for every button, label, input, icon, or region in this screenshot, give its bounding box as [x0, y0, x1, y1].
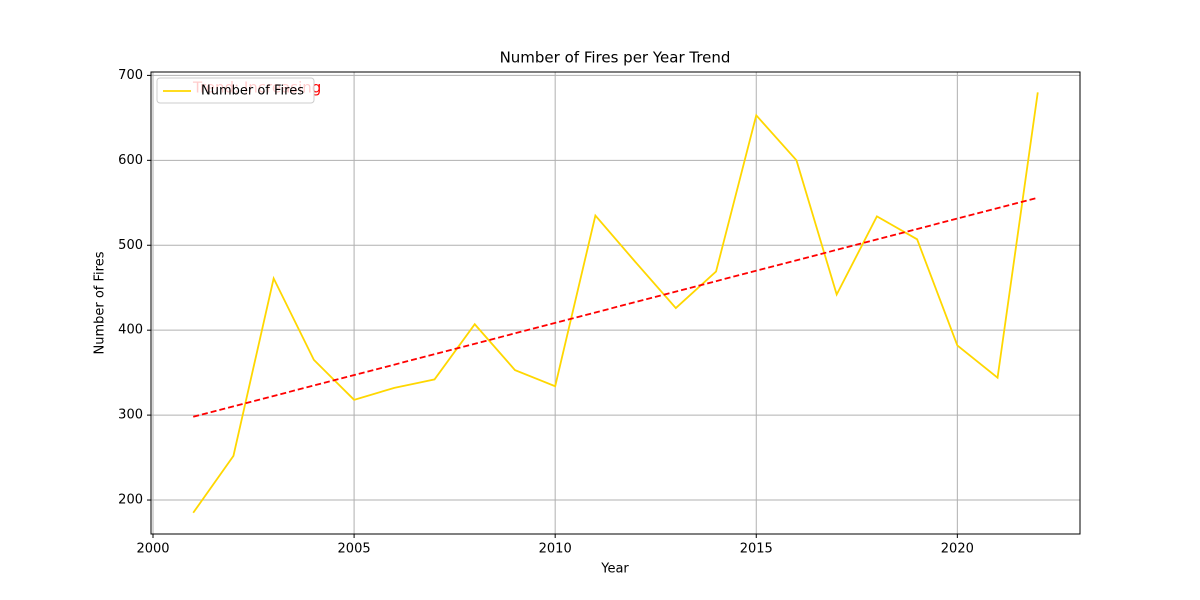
y-tick-label: 400	[118, 323, 143, 338]
legend-label: Number of Fires	[201, 84, 304, 99]
trend-line	[193, 196, 1038, 418]
y-tick-label: 200	[118, 493, 143, 508]
data-line	[192, 92, 1039, 514]
x-tick-label: 2015	[740, 542, 773, 557]
y-tick-label: 600	[118, 153, 143, 168]
plot-frame	[150, 71, 1081, 535]
chart-title: Number of Fires per Year Trend	[500, 49, 731, 67]
x-tick-label: 2010	[539, 542, 572, 557]
y-tick-label: 500	[118, 238, 143, 253]
x-tick-label: 2005	[338, 542, 371, 557]
x-axis-label: Year	[600, 562, 629, 577]
y-tick-label: 700	[118, 68, 143, 83]
legend-box	[156, 77, 315, 104]
y-tick-label: 300	[118, 408, 143, 423]
x-tick-label: 2020	[941, 542, 974, 557]
x-tick-label: 2000	[136, 542, 169, 557]
y-axis-label: Number of Fires	[93, 251, 108, 354]
